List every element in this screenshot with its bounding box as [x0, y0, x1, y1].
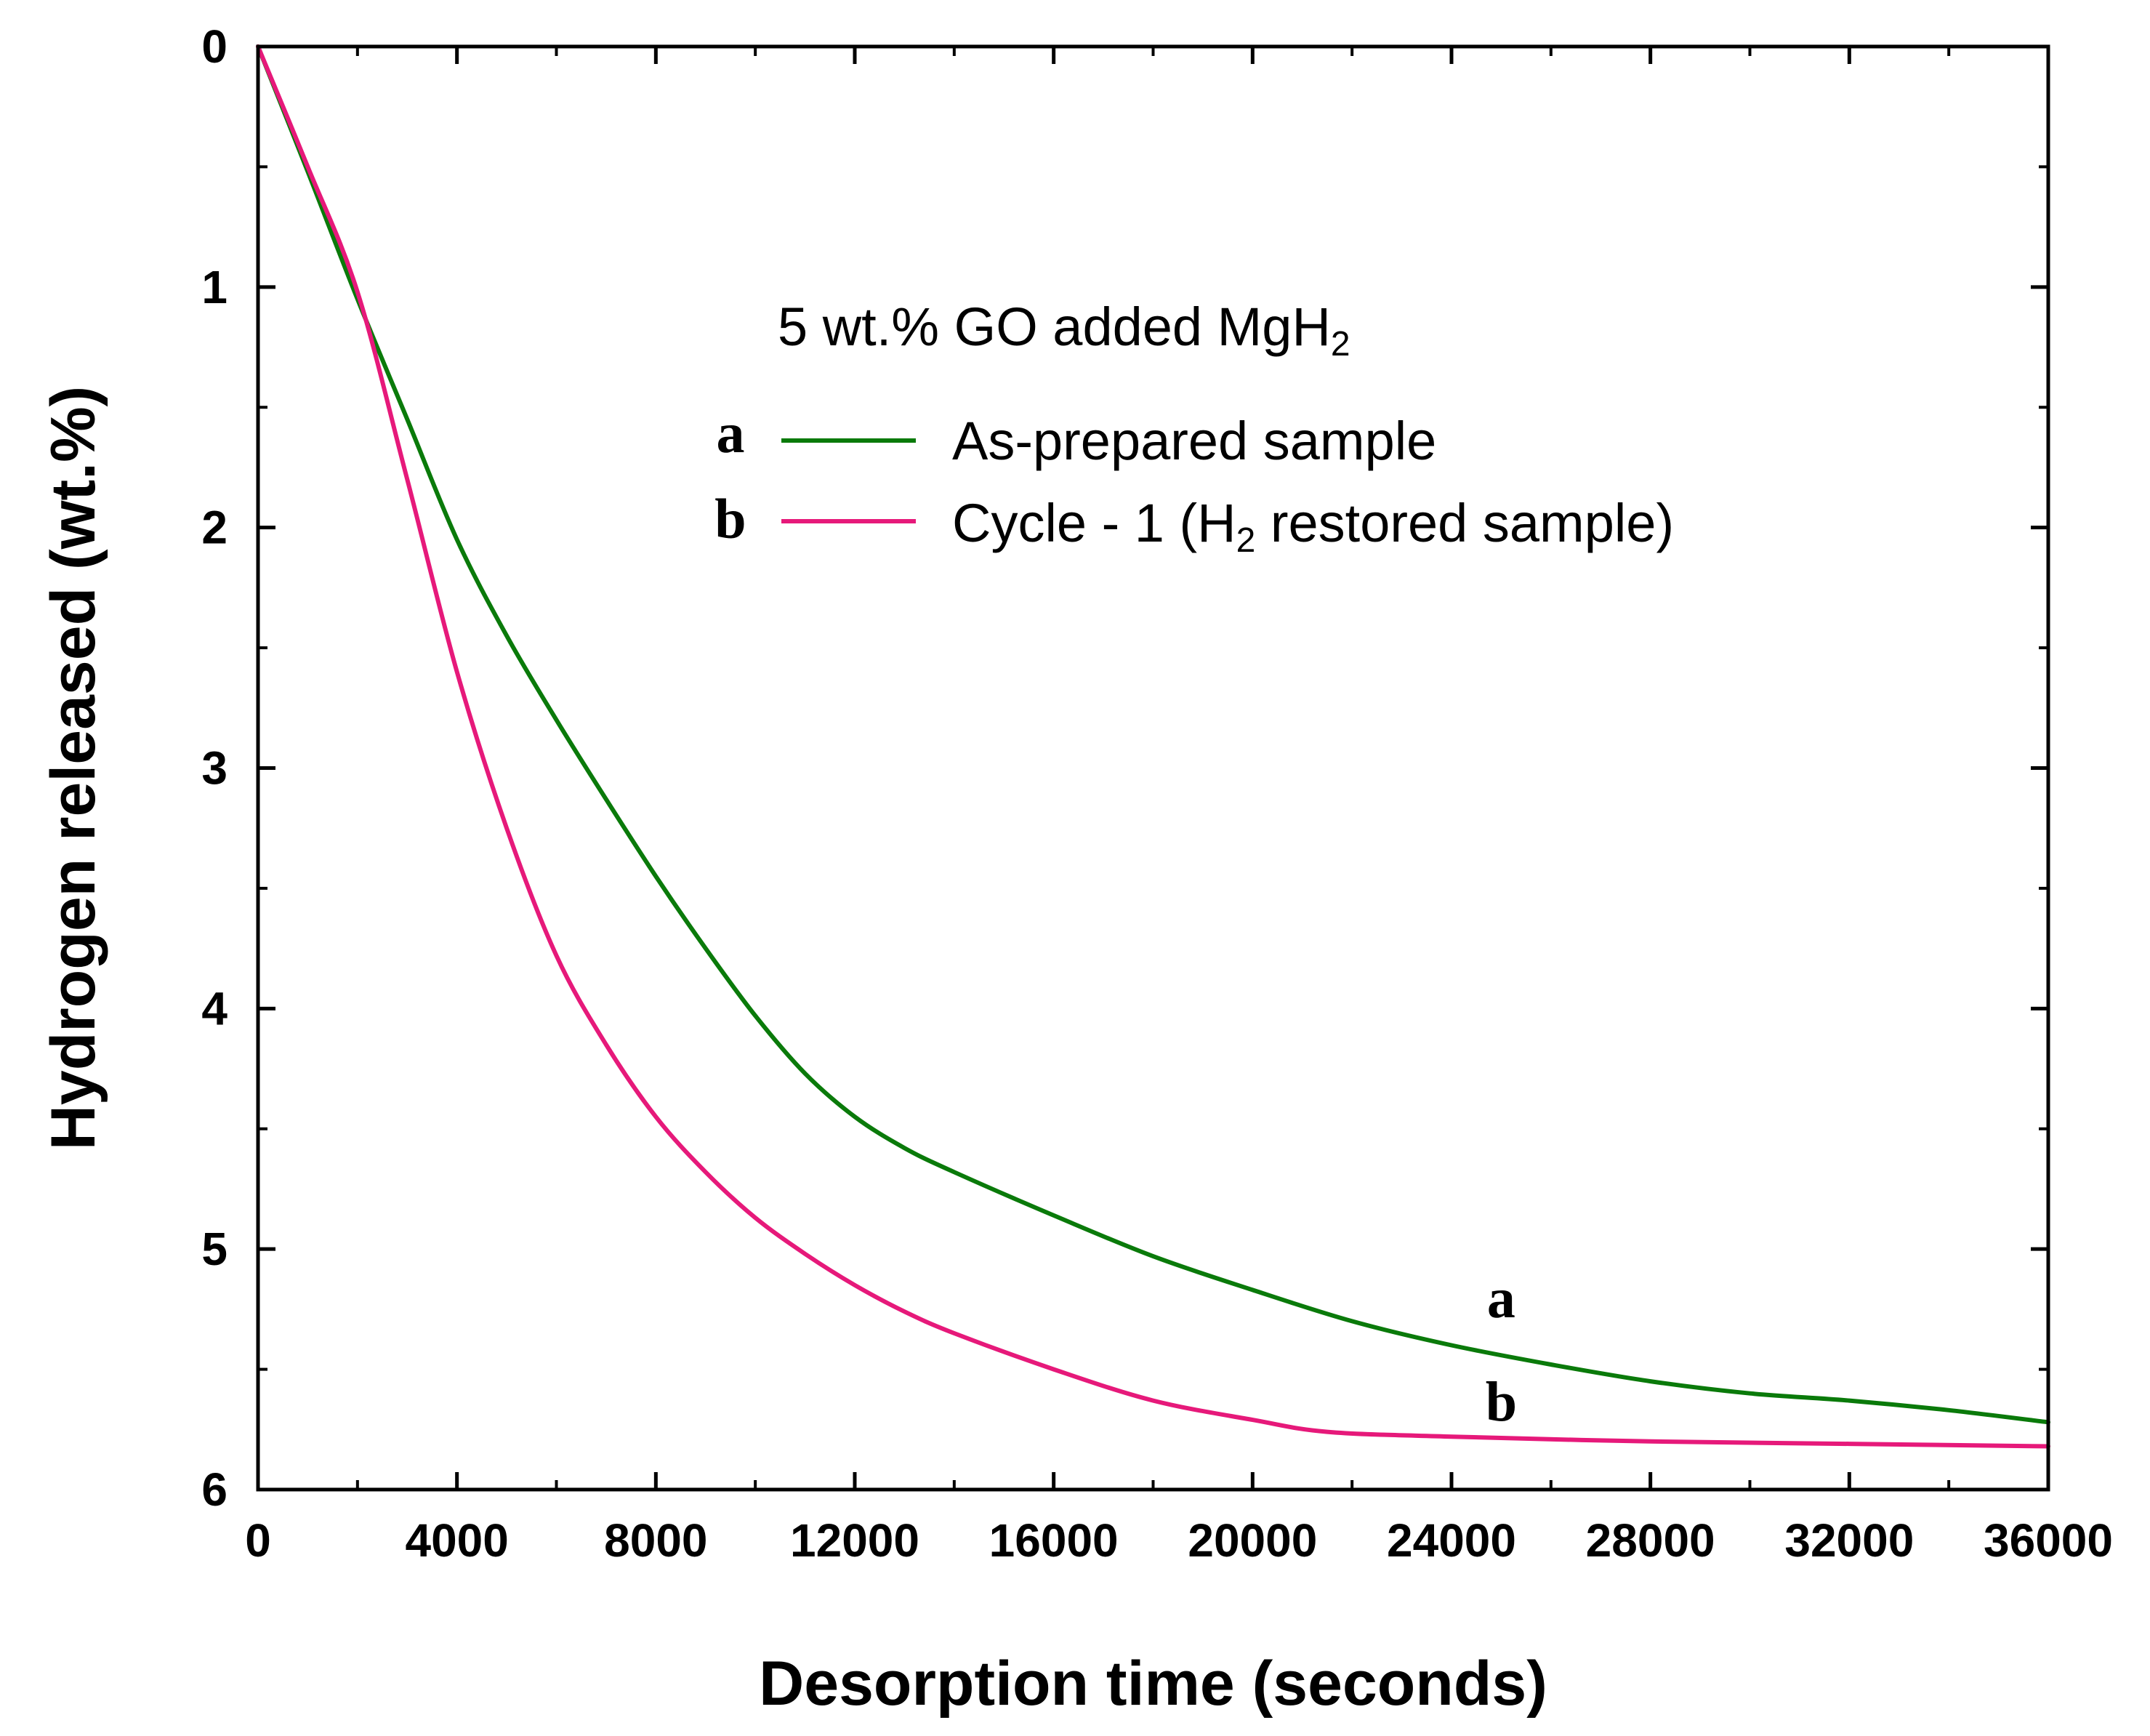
- y-tick-label: 2: [201, 502, 228, 554]
- y-tick-label: 3: [201, 742, 228, 795]
- legend-series-b-label-after: restored sample): [1255, 493, 1674, 553]
- y-tick-label: 6: [201, 1463, 228, 1516]
- legend-heading: 5 wt.% GO added MgH2: [778, 297, 1350, 363]
- legend-heading-text: 5 wt.% GO added MgH: [778, 297, 1331, 357]
- legend-series-b-label-subscript: 2: [1236, 521, 1256, 560]
- series-line-a: [256, 44, 2050, 1425]
- y-tick-label: 1: [201, 261, 228, 313]
- x-tick-label: 16000: [989, 1514, 1119, 1567]
- legend-series-a-letter: a: [717, 401, 745, 465]
- legend-series-b-label-before: Cycle - 1 (H: [952, 493, 1236, 553]
- y-axis-title: Hydrogen released (wt.%): [39, 386, 108, 1150]
- ticks-layer: 0 4000 8000 12000 16000 20000 24000 28000 32000 3…: [201, 20, 2113, 1567]
- x-tick-label: 28000: [1586, 1514, 1715, 1567]
- x-tick-label: 32000: [1784, 1514, 1914, 1567]
- x-tick-label: 24000: [1387, 1514, 1516, 1567]
- x-tick-label: 12000: [790, 1514, 919, 1567]
- x-tick-label: 36000: [1984, 1514, 2113, 1567]
- curve-b-end-label: b: [1486, 1370, 1517, 1433]
- x-tick-label: 8000: [604, 1514, 707, 1567]
- legend-series-b-letter: b: [714, 487, 746, 550]
- y-tick-label: 5: [201, 1223, 228, 1275]
- x-axis-title: Desorption time (seconds): [759, 1649, 1547, 1719]
- curve-a-end-label: a: [1487, 1266, 1515, 1330]
- legend-series-b-label: Cycle - 1 (H2 restored sample): [952, 493, 1674, 560]
- legend: 5 wt.% GO added MgH2 a As-prepared sampl…: [714, 297, 1674, 560]
- legend-series-a-label: As-prepared sample: [952, 411, 1436, 471]
- legend-heading-subscript: 2: [1331, 325, 1350, 363]
- y-tick-label: 0: [201, 20, 228, 73]
- x-tick-label: 4000: [405, 1514, 508, 1567]
- curves-layer: [256, 44, 2050, 1449]
- y-tick-label: 4: [201, 982, 228, 1034]
- x-tick-label: 20000: [1188, 1514, 1317, 1567]
- series-line-b: [256, 44, 2050, 1449]
- x-tick-label: 0: [245, 1514, 271, 1567]
